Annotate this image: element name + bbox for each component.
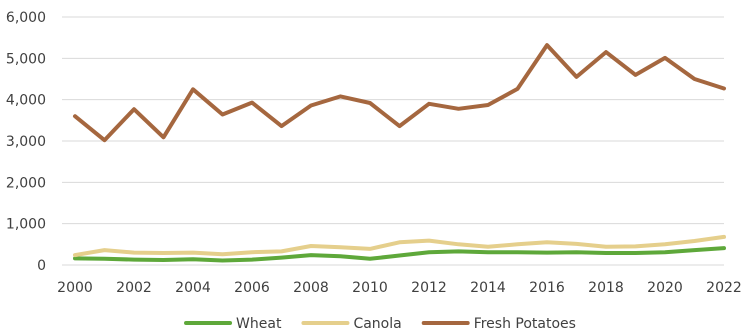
x-tick-label: 2006 — [234, 280, 270, 296]
y-tick-label: 1,000 — [6, 217, 46, 233]
x-tick-label: 2020 — [647, 280, 683, 296]
x-tick-label: 2008 — [293, 280, 329, 296]
series-line-wheat — [73, 246, 726, 263]
x-tick-label: 2012 — [411, 280, 447, 296]
legend-item-fresh-potatoes: Fresh Potatoes — [421, 316, 576, 332]
x-tick-label: 2010 — [352, 280, 388, 296]
y-tick-label: 3,000 — [6, 134, 46, 150]
x-tick-label: 2016 — [529, 280, 565, 296]
legend-label: Canola — [353, 316, 401, 332]
legend-label: Fresh Potatoes — [474, 316, 576, 332]
y-tick-label: 0 — [37, 258, 46, 274]
series-line-canola — [73, 234, 726, 258]
legend-item-wheat: Wheat — [184, 316, 282, 332]
series-lines — [73, 43, 726, 263]
y-tick-label: 5,000 — [6, 51, 46, 67]
x-tick-label: 2000 — [57, 280, 93, 296]
y-tick-label: 6,000 — [6, 10, 46, 26]
legend: Wheat Canola Fresh Potatoes — [184, 316, 576, 332]
series-line-fresh-potatoes — [73, 43, 726, 143]
legend-label: Wheat — [236, 316, 282, 332]
x-axis-tick-labels: 2000 2002 2004 2006 2008 2010 2012 2014 2016 2018… — [57, 280, 742, 296]
legend-item-canola: Canola — [301, 316, 402, 332]
y-tick-label: 2,000 — [6, 175, 46, 191]
x-tick-label: 2014 — [470, 280, 506, 296]
grid-lines — [62, 16, 724, 266]
x-tick-label: 2002 — [116, 280, 152, 296]
x-tick-label: 2018 — [588, 280, 624, 296]
x-tick-label: 2022 — [706, 280, 742, 296]
y-axis-tick-labels: 0 1,000 2,000 3,000 4,000 5,000 6,000 — [6, 10, 46, 274]
y-tick-label: 4,000 — [6, 93, 46, 109]
x-tick-label: 2004 — [175, 280, 211, 296]
